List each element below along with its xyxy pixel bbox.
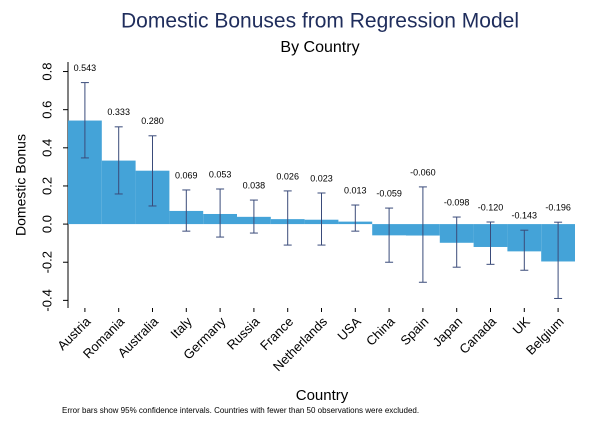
value-label: 0.026 bbox=[276, 171, 299, 181]
value-label: 0.333 bbox=[107, 107, 130, 117]
y-tick-label: 0.2 bbox=[39, 177, 54, 195]
y-tick-label: -0.2 bbox=[39, 251, 54, 273]
value-label: -0.120 bbox=[478, 202, 504, 212]
y-tick-label: 0.8 bbox=[39, 62, 54, 80]
x-tick-label: Spain bbox=[397, 314, 431, 348]
value-label: -0.196 bbox=[545, 203, 571, 213]
x-tick-label: Belgium bbox=[523, 314, 567, 358]
x-tick-label: China bbox=[363, 313, 398, 348]
value-label: 0.280 bbox=[141, 116, 164, 126]
x-axis-label: Country bbox=[296, 387, 349, 404]
value-label: 0.013 bbox=[344, 185, 367, 195]
value-label: 0.023 bbox=[310, 173, 333, 183]
value-label: -0.059 bbox=[376, 188, 402, 198]
y-axis-label: Domestic Bonus bbox=[13, 134, 29, 236]
value-label: -0.098 bbox=[444, 197, 470, 207]
x-tick-label: Russia bbox=[224, 313, 263, 352]
y-tick-label: 0.6 bbox=[39, 101, 54, 119]
x-tick-label: Canada bbox=[456, 313, 499, 356]
y-tick-label: 0.0 bbox=[39, 215, 54, 233]
footnote: Error bars show 95% confidence intervals… bbox=[62, 406, 419, 415]
y-tick-label: 0.4 bbox=[39, 139, 54, 157]
value-label: -0.060 bbox=[410, 167, 436, 177]
value-label: 0.053 bbox=[209, 169, 232, 179]
chart-subtitle: By Country bbox=[280, 39, 359, 56]
x-tick-label: UK bbox=[509, 314, 533, 338]
chart-title: Domestic Bonuses from Regression Model bbox=[121, 10, 519, 33]
x-tick-label: Italy bbox=[167, 314, 195, 342]
x-tick-label: USA bbox=[334, 314, 364, 344]
value-label: -0.143 bbox=[512, 211, 538, 221]
value-label: 0.069 bbox=[175, 170, 198, 180]
value-label: 0.543 bbox=[74, 63, 97, 73]
y-tick-label: -0.4 bbox=[39, 289, 54, 311]
value-label: 0.038 bbox=[243, 180, 266, 190]
